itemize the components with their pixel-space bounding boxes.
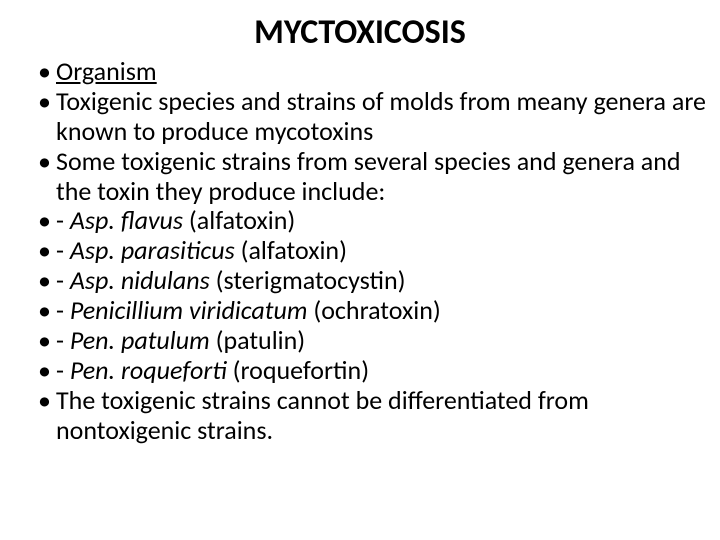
bullet-item: - Asp. parasiticus (alfatoxin) <box>38 236 710 266</box>
text-segment: (sterigmatocystin) <box>210 264 406 296</box>
text-segment: (roquefortin) <box>227 354 369 386</box>
bullet-item: - Asp. nidulans (sterigmatocystin) <box>38 266 710 296</box>
text-segment: - <box>56 204 70 236</box>
text-segment: (ochratoxin) <box>307 294 440 326</box>
bullet-item: Toxigenic species and strains of molds f… <box>38 87 710 147</box>
bullet-item: Organism <box>38 57 710 87</box>
slide-title: MYCTOXICOSIS <box>10 12 710 53</box>
text-segment: Some toxigenic strains from several spec… <box>56 145 681 207</box>
text-segment: - <box>56 234 70 266</box>
text-segment: The toxigenic strains cannot be differen… <box>56 384 589 446</box>
bullet-item: - Pen. roqueforti (roquefortin) <box>38 356 710 386</box>
text-segment: Penicillium viridicatum <box>70 294 308 326</box>
text-segment: - <box>56 294 70 326</box>
text-segment: - <box>56 324 70 356</box>
bullet-item: The toxigenic strains cannot be differen… <box>38 386 710 446</box>
text-segment: Asp. parasiticus <box>70 234 235 266</box>
text-segment: (patulin) <box>210 324 305 356</box>
bullet-item: - Pen. patulum (patulin) <box>38 326 710 356</box>
bullet-item: Some toxigenic strains from several spec… <box>38 147 710 207</box>
text-segment: Asp. flavus <box>70 204 183 236</box>
text-segment: Pen. roqueforti <box>70 354 227 386</box>
text-segment: - <box>56 264 70 296</box>
text-segment: Organism <box>56 55 157 87</box>
text-segment: (alfatoxin) <box>235 234 347 266</box>
text-segment: (alfatoxin) <box>183 204 295 236</box>
bullet-item: - Asp. flavus (alfatoxin) <box>38 206 710 236</box>
text-segment: - <box>56 354 70 386</box>
text-segment: Pen. patulum <box>70 324 210 356</box>
text-segment: Asp. nidulans <box>70 264 210 296</box>
bullet-list: OrganismToxigenic species and strains of… <box>10 57 710 446</box>
text-segment: Toxigenic species and strains of molds f… <box>56 85 706 147</box>
bullet-item: - Penicillium viridicatum (ochratoxin) <box>38 296 710 326</box>
